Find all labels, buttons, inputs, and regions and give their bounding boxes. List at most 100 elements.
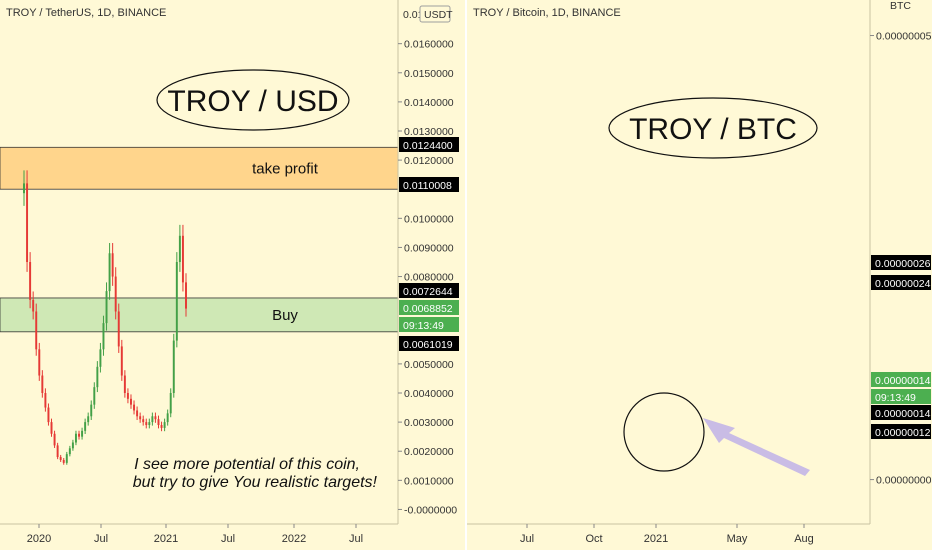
- price-tag-label: 0.0061019: [403, 339, 453, 351]
- price-tag: [399, 283, 459, 298]
- candle-body: [53, 433, 56, 446]
- x-tick-label: Jul: [349, 533, 363, 545]
- y-tick-label: 0.0090000: [404, 242, 454, 254]
- candle-body: [185, 282, 187, 309]
- price-tag: [871, 389, 931, 404]
- accumulation-circle: [623, 392, 705, 472]
- currency-label: BTC: [890, 0, 911, 12]
- y-tick-label: 0.0020000: [404, 446, 454, 458]
- candle-body: [114, 276, 117, 312]
- price-tag: [399, 317, 459, 332]
- x-tick-label: 2021: [154, 533, 178, 545]
- y-tick-label: 0.0160000: [404, 39, 454, 51]
- x-tick-label: Oct: [585, 533, 602, 545]
- price-tag-label: 09:13:49: [875, 392, 916, 404]
- x-tick-label: 2022: [282, 533, 306, 545]
- candle-body: [93, 387, 96, 405]
- candle-body: [23, 183, 25, 194]
- y-tick-label: 0.0030000: [404, 417, 454, 429]
- candle-body: [136, 410, 139, 417]
- candle-body: [68, 448, 71, 455]
- candle-body: [139, 416, 142, 420]
- price-tag: [871, 424, 931, 439]
- price-tag: [399, 336, 459, 351]
- x-tick-label: Aug: [794, 533, 814, 545]
- pointer-arrow: [703, 418, 810, 476]
- y-tick-label: 0.0130000: [404, 126, 454, 138]
- candle-body: [145, 422, 148, 426]
- currency-button[interactable]: [419, 5, 451, 23]
- y-tick-label: 0.0100000: [404, 213, 454, 225]
- price-tag-label: 0.00000014: [875, 408, 931, 420]
- price-tag: [399, 300, 459, 315]
- candle-body: [130, 398, 132, 405]
- candle-body: [123, 375, 126, 393]
- y-tick-label: 0.0140000: [404, 97, 454, 109]
- y-tick-label: 0.0080000: [404, 272, 454, 284]
- price-tag-label: 0.00000024: [875, 278, 931, 290]
- y-tick-label: 0.0050000: [404, 359, 454, 371]
- candle-body: [99, 349, 102, 367]
- candle-body: [35, 311, 38, 350]
- candle-body: [41, 375, 44, 393]
- candle-body: [181, 235, 184, 283]
- pair-label: TROY / USD: [167, 85, 338, 118]
- x-tick-label: Jul: [94, 533, 108, 545]
- candle-body: [32, 299, 35, 312]
- x-tick-label: 2021: [644, 533, 668, 545]
- currency-label: USDT: [424, 9, 453, 21]
- candle-body: [81, 430, 84, 437]
- candle-body: [151, 416, 154, 423]
- candle-body: [178, 235, 181, 262]
- candle-body: [71, 442, 74, 449]
- candle-body: [111, 253, 114, 277]
- candle-body: [120, 346, 123, 376]
- candle-body: [142, 419, 145, 423]
- price-tag-label: 0.0124400: [403, 140, 453, 152]
- candle-body: [175, 262, 178, 341]
- buy-zone-label: Buy: [272, 307, 298, 324]
- candle-body: [47, 407, 50, 423]
- x-tick-label: Jul: [520, 533, 534, 545]
- x-tick-label: Jul: [221, 533, 235, 545]
- chart-title: TROY / TetherUS, 1D, BINANCE: [6, 7, 166, 19]
- candle-body: [163, 422, 166, 428]
- buy-zone: [0, 297, 399, 333]
- candle-body: [56, 445, 59, 458]
- candle-body: [172, 340, 175, 393]
- price-tag-label: 0.0068852: [403, 303, 453, 315]
- price-tag-label: 0.00000012: [875, 427, 931, 439]
- price-tag: [871, 255, 931, 270]
- y-tick-label: 0.0120000: [404, 155, 454, 167]
- candle-body: [59, 457, 62, 460]
- troy-btc-chart-panel: take profitbuy 0.000000500.000000450.000…: [467, 0, 932, 550]
- price-tag: [399, 137, 459, 152]
- note-line-1: I see more potential of this coin,: [134, 456, 360, 473]
- note-line-2: but try to give You realistic targets!: [133, 474, 378, 491]
- candle-body: [26, 183, 29, 262]
- candle-body: [133, 404, 136, 411]
- price-tag: [871, 372, 931, 387]
- price-tag-label: 0.00000014: [875, 375, 931, 387]
- candle-body: [74, 433, 77, 443]
- candle-body: [126, 393, 129, 399]
- price-tag-label: 0.00000026: [875, 258, 931, 270]
- candle-body: [50, 422, 53, 434]
- chart-title: TROY / Bitcoin, 1D, BINANCE: [473, 7, 621, 19]
- y-tick-label: 0.0040000: [404, 388, 454, 400]
- troy-btc-chart: take profitbuy 0.000000500.000000450.000…: [467, 0, 932, 545]
- y-tick-top-partial: 0.01: [403, 9, 424, 21]
- candle-body: [102, 323, 105, 350]
- candle-body: [169, 393, 172, 414]
- candle-body: [78, 433, 80, 437]
- candle-body: [87, 416, 90, 423]
- candle-body: [84, 422, 87, 431]
- candle-body: [148, 422, 151, 426]
- candle-body: [96, 366, 99, 388]
- y-tick-label: 0.00000000: [876, 475, 932, 487]
- candle-body: [29, 262, 32, 300]
- price-tag: [871, 275, 931, 290]
- candle-body: [38, 349, 41, 376]
- take-profit-zone: [0, 146, 399, 190]
- candle-body: [154, 416, 157, 420]
